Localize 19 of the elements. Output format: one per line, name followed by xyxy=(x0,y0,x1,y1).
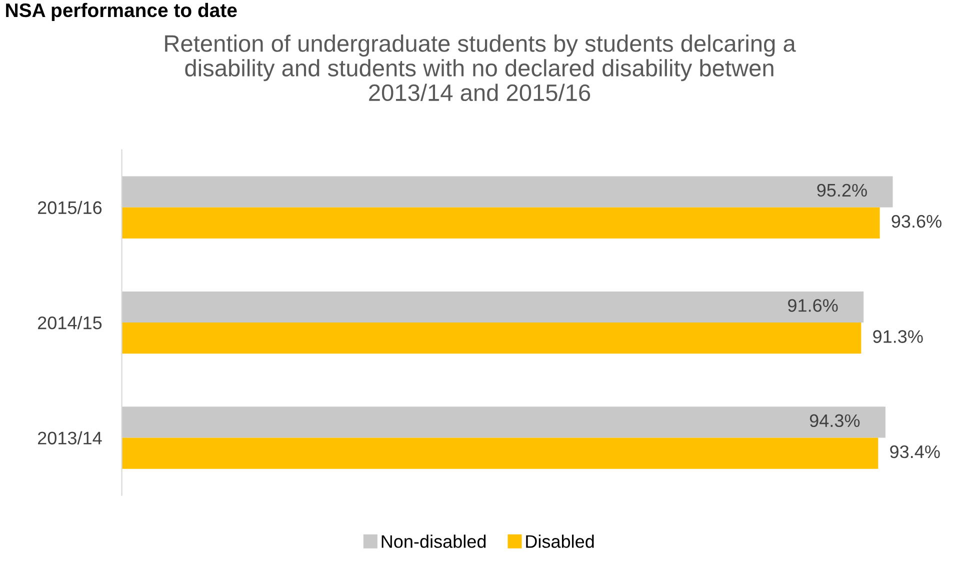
legend-label: Non-disabled xyxy=(382,534,486,548)
y-tick-label: 2013/14 xyxy=(38,431,102,444)
data-label: 91.6% xyxy=(788,299,838,312)
data-label: 93.6% xyxy=(892,214,942,228)
data-label: 94.3% xyxy=(810,414,860,428)
bar xyxy=(122,291,864,323)
text: NSA performance to date xyxy=(6,2,237,22)
data-label: 93.4% xyxy=(890,445,940,458)
legend-label: Disabled xyxy=(526,534,594,548)
y-tick-label: 2014/15 xyxy=(38,316,102,330)
bar xyxy=(122,207,880,238)
chart-title: Retention of undergraduate students by students delcaring a disability and students with no declared disability betwen 2013/14 and 2015/16 xyxy=(165,34,796,102)
bar xyxy=(122,438,878,469)
bar xyxy=(122,406,886,438)
data-label: 95.2% xyxy=(817,184,867,197)
data-label: 91.3% xyxy=(873,330,923,343)
bar xyxy=(122,176,893,208)
y-tick-label: 2015/16 xyxy=(38,200,102,214)
bar xyxy=(122,322,862,354)
